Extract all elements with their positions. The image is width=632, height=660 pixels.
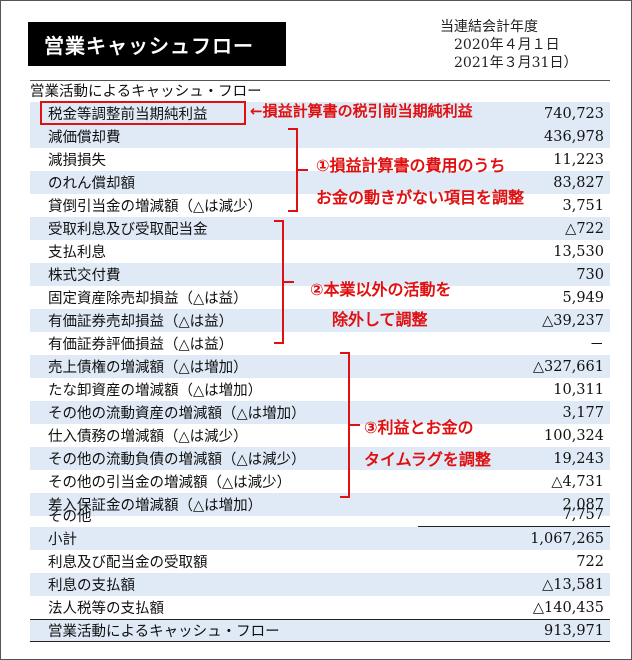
row-value: 722 xyxy=(576,553,604,570)
pretax-income-note: ←損益計算書の税引前当期純利益 xyxy=(250,102,473,120)
bracket-2 xyxy=(274,220,284,344)
subtotal-label: 小計 xyxy=(48,532,77,548)
table-row: 税金等調整前当期純利益 740,723 xyxy=(30,102,610,125)
row-label: その他の流動負債の増減額（△は減少） xyxy=(48,452,306,468)
subtotal-rule xyxy=(418,526,610,527)
row-value: △140,435 xyxy=(532,599,604,616)
note-1-line-1: ①損益計算書の費用のうち xyxy=(316,156,506,175)
bracket-1 xyxy=(288,128,298,212)
row-value: 3,751 xyxy=(562,197,604,214)
row-label: 税金等調整前当期純利益 xyxy=(48,107,208,123)
row-value: 83,827 xyxy=(553,174,604,191)
total-row: 営業活動によるキャッシュ・フロー 913,971 xyxy=(30,619,610,642)
row-value: 10,311 xyxy=(553,381,604,398)
bracket-2-tip xyxy=(284,281,294,283)
table-row: その他の流動資産の増減額（△は増加） 3,177 xyxy=(30,401,610,424)
total-label: 営業活動によるキャッシュ・フロー xyxy=(48,624,280,640)
row-label: 有価証券評価損益（△は益） xyxy=(48,337,234,353)
row-value: 740,723 xyxy=(544,105,604,122)
row-label: 差入保証金の増減額（△は増加） xyxy=(48,498,263,514)
row-value: △13,581 xyxy=(542,576,604,593)
row-label: 利息及び配当金の受取額 xyxy=(48,555,208,571)
section-header-label: 営業活動によるキャッシュ・フロー xyxy=(30,84,262,100)
row-value: 100,324 xyxy=(544,427,604,444)
table-row: のれん償却額 83,827 xyxy=(30,171,610,194)
row-label: 貸倒引当金の増減額（△は減少） xyxy=(48,199,263,215)
period-line-3: 2021年３月31日） xyxy=(454,55,578,71)
table-row: 差入保証金の増減額（△は増加） 2,087 xyxy=(30,493,610,516)
row-value: 19,243 xyxy=(553,450,604,467)
table-row: 利息及び配当金の受取額 722 xyxy=(30,550,610,573)
row-value: 13,530 xyxy=(553,243,604,260)
row-label: 有価証券売却損益（△は益） xyxy=(48,314,234,330)
table-row: その他 7,757 xyxy=(30,504,610,526)
table-row: 仕入債務の増減額（△は減少） 100,324 xyxy=(30,424,610,447)
row-label: 仕入債務の増減額（△は減少） xyxy=(48,429,248,445)
row-value: 5,949 xyxy=(562,289,604,306)
row-label: 法人税等の支払額 xyxy=(48,601,164,617)
period-line-1: 当連結会計年度 xyxy=(440,19,538,35)
table-row: 受取利息及び受取配当金 △722 xyxy=(30,217,610,240)
row-label: その他 xyxy=(48,508,92,525)
table-row: その他の流動負債の増減額（△は減少） 19,243 xyxy=(30,447,610,470)
table-row: 貸倒引当金の増減額（△は減少） 3,751 xyxy=(30,194,610,217)
period-line-2: 2020年４月１日 xyxy=(454,37,560,53)
row-label: 受取利息及び受取配当金 xyxy=(48,222,208,238)
table-row: 売上債権の増減額（△は増加） △327,661 xyxy=(30,355,610,378)
table-row: 法人税等の支払額 △140,435 xyxy=(30,596,610,619)
row-value: △327,661 xyxy=(532,358,604,375)
row-value: 2,087 xyxy=(562,496,604,513)
row-value: △4,731 xyxy=(551,473,604,490)
pretax-income-highlight xyxy=(40,101,246,125)
table-row: 減価償却費 436,978 xyxy=(30,125,610,148)
row-label: 固定資産除売却損益（△は益） xyxy=(48,291,248,307)
table-row: 株式交付費 730 xyxy=(30,263,610,286)
row-label: たな卸資産の増減額（△は増加） xyxy=(48,383,263,399)
page-title: 営業キャッシュフロー xyxy=(28,22,286,66)
table-row: 支払利息 13,530 xyxy=(30,240,610,263)
row-value: △39,237 xyxy=(542,312,604,329)
table-row: たな卸資産の増減額（△は増加） 10,311 xyxy=(30,378,610,401)
row-label: のれん償却額 xyxy=(48,176,135,192)
total-value: 913,971 xyxy=(544,622,604,639)
bracket-3-tip xyxy=(350,424,360,426)
bracket-1-tip xyxy=(298,169,308,171)
subtotal-value: 1,067,265 xyxy=(530,530,604,547)
bracket-3 xyxy=(340,352,350,498)
table-row: 有価証券評価損益（△は益） － xyxy=(30,332,610,355)
row-value: － xyxy=(589,337,605,353)
table-row: 減損損失 11,223 xyxy=(30,148,610,171)
row-value: 3,177 xyxy=(562,404,604,421)
row-label: 売上債権の増減額（△は増加） xyxy=(48,360,248,376)
section-header: 営業活動によるキャッシュ・フロー xyxy=(30,80,610,101)
table-row: その他の引当金の増減額（△は減少） △4,731 xyxy=(30,470,610,493)
row-value: 436,978 xyxy=(544,128,604,145)
header-rule xyxy=(30,80,610,81)
row-label: 株式交付費 xyxy=(48,268,121,284)
row-label: 支払利息 xyxy=(48,245,106,261)
row-label: その他の引当金の増減額（△は減少） xyxy=(48,475,292,491)
row-label: 減価償却費 xyxy=(48,130,121,146)
row-value: △722 xyxy=(565,220,604,237)
note-1-line-2: お金の動きがない項目を調整 xyxy=(316,188,525,207)
table-row: 有価証券売却損益（△は益） △39,237 xyxy=(30,309,610,332)
row-value: 7,757 xyxy=(562,507,604,523)
fiscal-period: 当連結会計年度 2020年４月１日 2021年３月31日） xyxy=(440,18,577,72)
table-row: 小計 1,067,265 xyxy=(30,527,610,550)
row-label: 減損損失 xyxy=(48,153,106,169)
note-3-line-2: タイムラグを調整 xyxy=(364,450,491,469)
table-row: 利息の支払額 △13,581 xyxy=(30,573,610,596)
row-label: 利息の支払額 xyxy=(48,578,135,594)
table-row: 固定資産除売却損益（△は益） 5,949 xyxy=(30,286,610,309)
row-value: 11,223 xyxy=(553,151,604,168)
note-3-line-1: ③利益とお金の xyxy=(364,418,474,437)
row-value: 730 xyxy=(576,266,604,283)
note-2-line-2: 除外して調整 xyxy=(332,310,428,329)
note-2-line-1: ②本業以外の活動を xyxy=(310,280,452,299)
row-label: その他の流動資産の増減額（△は増加） xyxy=(48,406,306,422)
